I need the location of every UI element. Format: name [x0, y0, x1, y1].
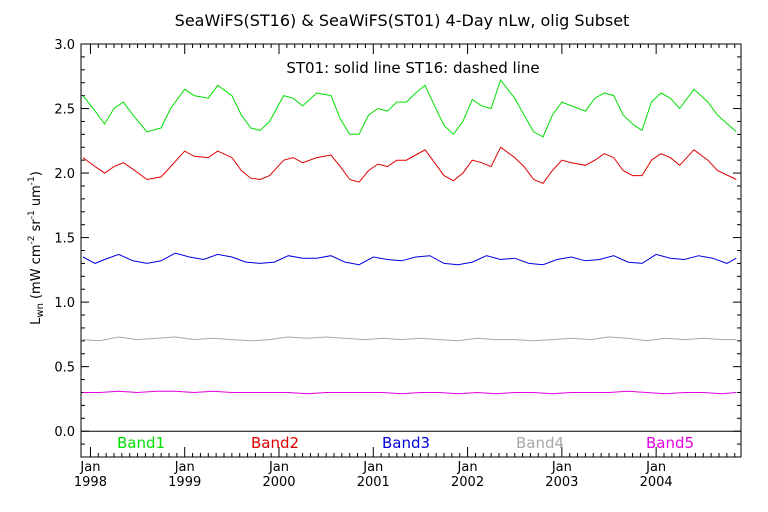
x-tick-year: 1999: [168, 475, 201, 490]
y-axis-label-units: (mW cm: [29, 245, 44, 300]
y-tick-label: 1.5: [54, 232, 75, 247]
series-line-band4: [82, 336, 737, 342]
x-tick-year: 2000: [262, 475, 295, 490]
series-line-band3: [82, 252, 737, 266]
y-axis-label-exp1: -2: [27, 236, 37, 245]
legend-label-band2: Band2: [251, 434, 299, 452]
y-tick-label: 0.5: [54, 361, 75, 376]
y-axis-label-exp3: -1: [27, 176, 37, 185]
y-tick-label: 0.0: [54, 425, 75, 440]
y-axis-label-symbol: L: [29, 317, 44, 325]
y-axis-label-subscript: wn: [35, 303, 46, 318]
x-tick-year: 2003: [545, 475, 578, 490]
x-tick-month: Jan: [174, 460, 195, 475]
y-axis-ticks: 0.0 0.5 1.0 1.5 2.0 2.5 3.0: [54, 38, 741, 445]
y-axis-label: Lwn(mW cm-2 sr-1 um-1): [27, 171, 46, 325]
series-line-band1: [82, 79, 737, 138]
y-tick-label: 3.0: [54, 38, 75, 53]
legend: Band1 Band2 Band3 Band4 Band5: [117, 434, 694, 452]
x-tick-year: 2002: [451, 475, 484, 490]
plot-border: [80, 43, 742, 458]
x-tick-month: Jan: [362, 460, 383, 475]
y-axis-label-close: ): [29, 171, 44, 176]
series-line-band2: [82, 146, 737, 185]
y-tick-label: 2.5: [54, 103, 75, 118]
series-lines: [82, 79, 737, 395]
x-tick-year: 2001: [357, 475, 390, 490]
line-style-annotation: ST01: solid line ST16: dashed line: [286, 59, 539, 77]
x-tick-month: Jan: [457, 460, 478, 475]
x-tick-year: 2004: [640, 475, 673, 490]
plot-frame: [80, 43, 742, 458]
y-tick-label: 2.0: [54, 167, 75, 182]
x-tick-month: Jan: [551, 460, 572, 475]
x-tick-year: 1998: [74, 475, 107, 490]
legend-label-band5: Band5: [646, 434, 694, 452]
legend-label-band3: Band3: [382, 434, 430, 452]
x-axis-ticks: Jan1998Jan1999Jan2000Jan2001Jan2002Jan20…: [74, 44, 736, 490]
x-tick-month: Jan: [268, 460, 289, 475]
series-line-band5: [82, 390, 737, 395]
x-tick-month: Jan: [645, 460, 666, 475]
legend-label-band1: Band1: [117, 434, 165, 452]
y-axis-label-exp2: -1: [27, 210, 37, 219]
y-axis-label-sr: sr: [29, 219, 44, 236]
x-tick-month: Jan: [79, 460, 100, 475]
chart-title: SeaWiFS(ST16) & SeaWiFS(ST01) 4-Day nLw,…: [175, 11, 630, 30]
legend-label-band4: Band4: [516, 434, 564, 452]
y-axis-label-um: um: [29, 185, 44, 210]
y-tick-label: 1.0: [54, 296, 75, 311]
